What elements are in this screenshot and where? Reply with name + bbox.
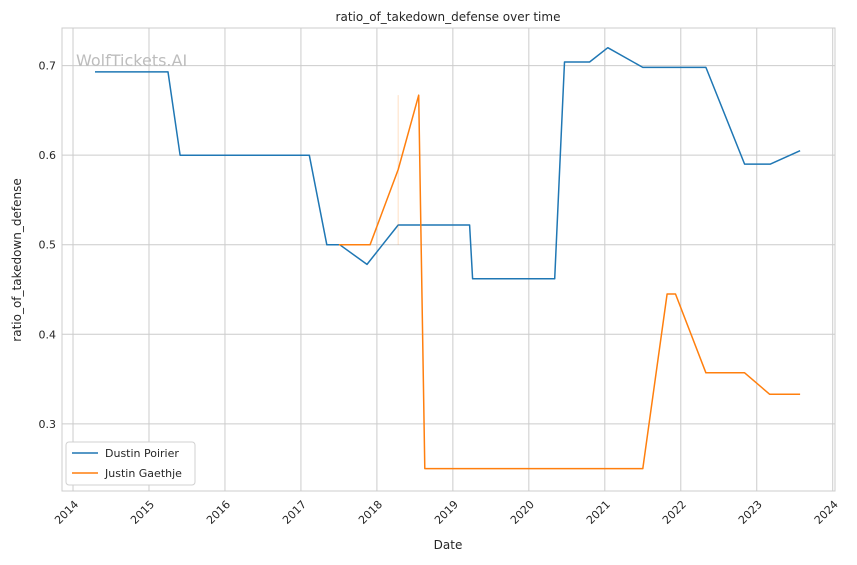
x-tick-label: 2020 xyxy=(508,498,537,527)
x-tick-label: 2022 xyxy=(660,498,689,527)
x-tick-label: 2017 xyxy=(280,498,309,527)
y-tick-label: 0.6 xyxy=(39,149,57,162)
plot-frame xyxy=(61,27,836,492)
series-line-justin-gaethje xyxy=(338,94,801,470)
legend-label-gaethje: Justin Gaethje xyxy=(104,467,182,480)
x-tick-label: 2015 xyxy=(128,498,157,527)
y-tick-label: 0.3 xyxy=(39,418,57,431)
series-line-dustin-poirier xyxy=(95,46,801,280)
x-axis-label: Date xyxy=(434,538,463,552)
x-tick-label: 2024 xyxy=(812,498,841,527)
x-tick-label: 2021 xyxy=(584,498,613,527)
y-tick-label: 0.4 xyxy=(39,328,57,341)
x-tick-label: 2016 xyxy=(204,498,233,527)
x-tick-label: 2014 xyxy=(52,498,81,527)
legend: Dustin Poirier Justin Gaethje xyxy=(65,441,196,486)
watermark: WolfTickets.AI xyxy=(76,51,187,70)
legend-box xyxy=(65,441,196,486)
legend-label-poirier: Dustin Poirier xyxy=(105,447,179,460)
chart-title: ratio_of_takedown_defense over time xyxy=(336,10,561,24)
y-axis-label: ratio_of_takedown_defense xyxy=(10,178,24,341)
x-tick-label: 2018 xyxy=(356,498,385,527)
y-tick-label: 0.7 xyxy=(39,60,57,73)
x-tick-label: 2019 xyxy=(432,498,461,527)
x-tick-label: 2023 xyxy=(736,498,765,527)
y-tick-label: 0.5 xyxy=(39,239,57,252)
